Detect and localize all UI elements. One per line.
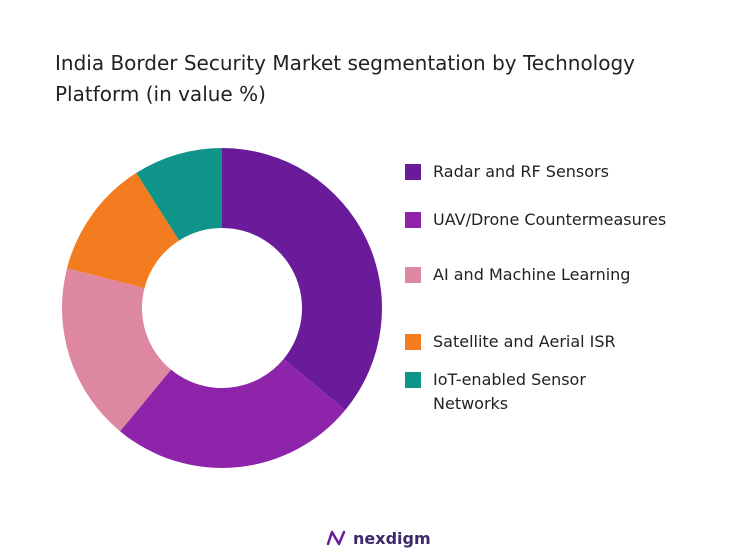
legend-swatch (405, 212, 421, 228)
donut-slice (62, 268, 172, 432)
brand-name: nexdigm (353, 528, 431, 548)
legend-label: Satellite and Aerial ISR (433, 332, 616, 351)
legend-item: Satellite and Aerial ISR (405, 330, 723, 354)
legend-swatch (405, 267, 421, 283)
legend-swatch (405, 164, 421, 180)
legend-swatch (405, 372, 421, 388)
legend-item: AI and Machine Learning (405, 263, 723, 287)
donut-slice (136, 148, 222, 241)
legend-item: UAV/Drone Countermeasures (405, 208, 723, 232)
donut-slice (222, 148, 382, 410)
donut-slice (120, 358, 346, 468)
brand: nexdigm (325, 528, 431, 548)
legend-label: AI and Machine Learning (433, 265, 631, 284)
chart-title: India Border Security Market segmentatio… (55, 51, 636, 106)
legend-item: IoT-enabled Sensor Networks (405, 368, 603, 416)
legend-label: IoT-enabled Sensor Networks (433, 370, 586, 413)
legend-label: Radar and RF Sensors (433, 162, 609, 181)
legend-label: UAV/Drone Countermeasures (433, 210, 667, 229)
legend-item: Radar and RF Sensors (405, 160, 723, 184)
donut-slice (67, 172, 180, 289)
legend-swatch (405, 334, 421, 350)
brand-icon (326, 530, 346, 546)
